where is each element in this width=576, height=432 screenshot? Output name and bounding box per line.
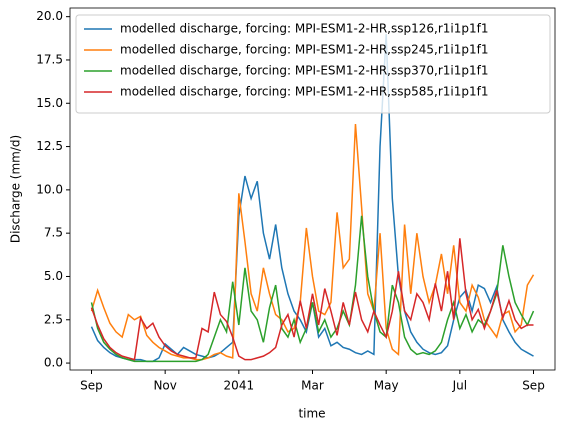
- series-line: [90, 238, 534, 361]
- y-tick-label: 7.5: [44, 226, 63, 240]
- y-tick-label: 5.0: [44, 269, 63, 283]
- y-tick-label: 2.5: [44, 312, 63, 326]
- y-tick-label: 15.0: [36, 96, 63, 110]
- x-tick-label: Nov: [153, 379, 176, 393]
- legend-label: modelled discharge, forcing: MPI-ESM1-2-…: [120, 85, 488, 99]
- legend-label: modelled discharge, forcing: MPI-ESM1-2-…: [120, 22, 488, 36]
- legend-box: [75, 14, 551, 114]
- x-tick-label: 2041: [224, 379, 255, 393]
- y-axis-label: Discharge (mm/d): [9, 135, 23, 243]
- legend-label: modelled discharge, forcing: MPI-ESM1-2-…: [120, 64, 488, 78]
- x-axis-label: time: [298, 407, 325, 421]
- x-tick-label: May: [374, 379, 399, 393]
- x-tick-label: Jul: [452, 379, 467, 393]
- legend-label: modelled discharge, forcing: MPI-ESM1-2-…: [120, 43, 488, 57]
- x-tick-label: Mar: [301, 379, 324, 393]
- x-tick-label: Sep: [522, 379, 545, 393]
- series-line: [90, 123, 535, 361]
- y-tick-label: 0.0: [44, 356, 63, 370]
- y-tick-label: 10.0: [36, 182, 63, 196]
- series-line: [90, 215, 535, 363]
- y-tick-label: 20.0: [36, 9, 63, 23]
- y-tick-label: 12.5: [36, 139, 63, 153]
- y-tick-label: 17.5: [36, 52, 63, 66]
- x-tick-label: Sep: [80, 379, 103, 393]
